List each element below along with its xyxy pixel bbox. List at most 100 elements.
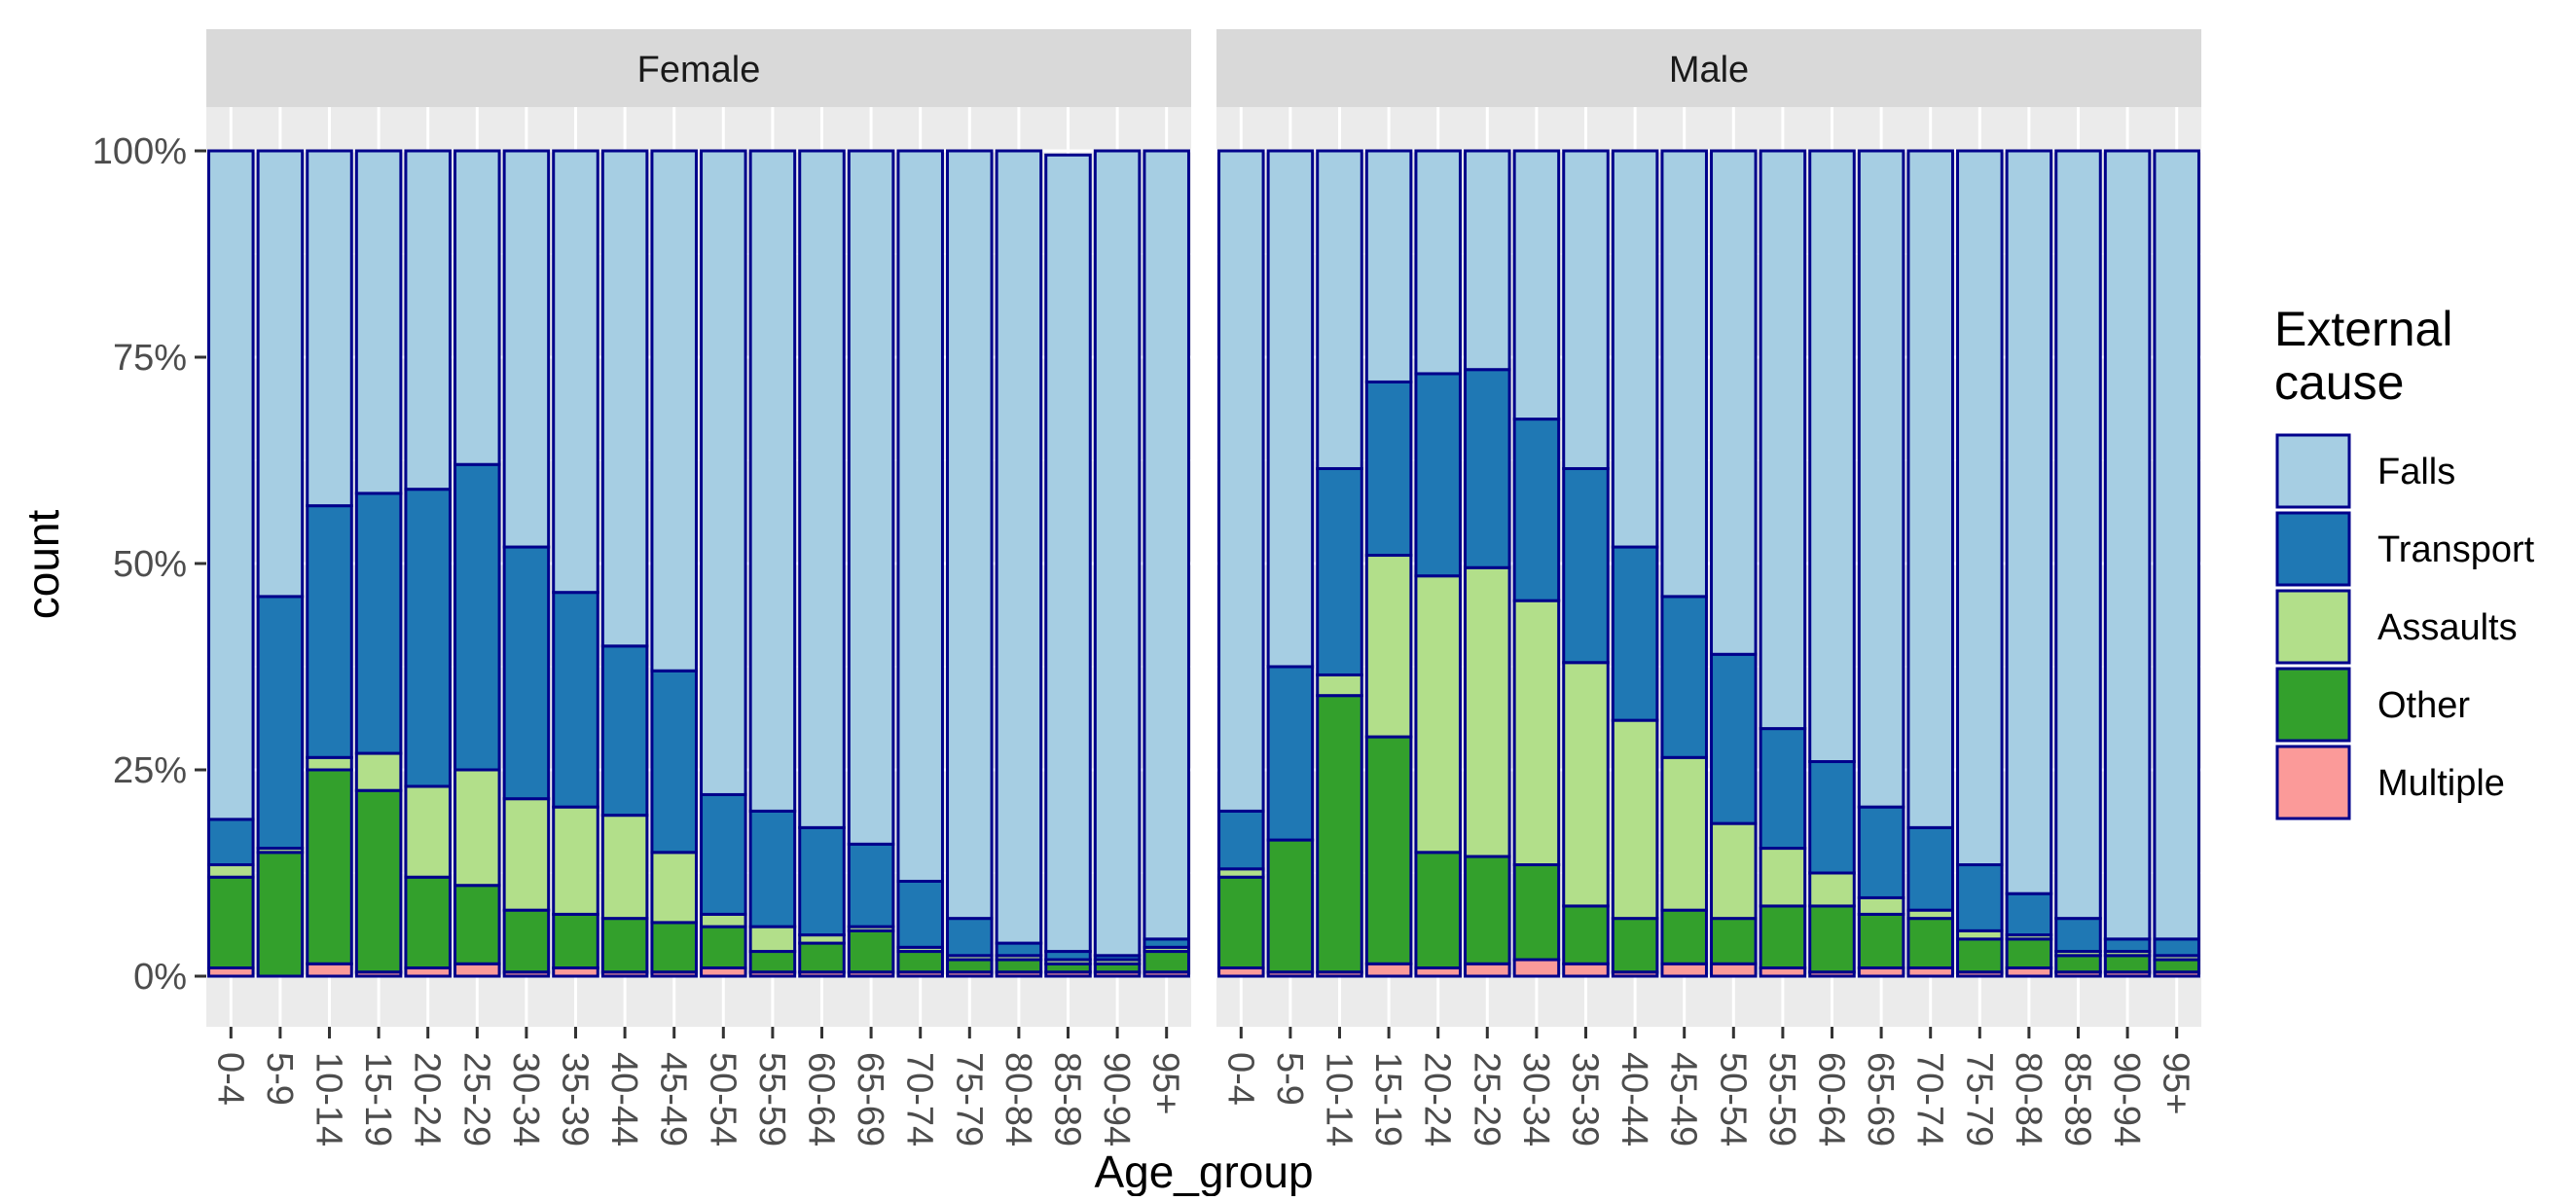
bar-segment-assaults-30-34 <box>502 797 551 912</box>
bar-segment-falls-90-94 <box>2103 149 2152 941</box>
x-tick-label: 15-19 <box>1367 1052 1408 1146</box>
bar-segment-multiple-35-39 <box>1562 962 1610 978</box>
bar-segment-falls-25-29 <box>454 149 501 466</box>
bar-segment-falls-55-59 <box>748 149 797 813</box>
bar-segment-multiple-25-29 <box>454 962 501 978</box>
bar-segment-falls-10-14 <box>1316 149 1363 470</box>
bar-segment-transport-85-89 <box>2054 917 2102 954</box>
x-tick-label: 50-54 <box>1712 1052 1753 1146</box>
x-tick-label: 40-44 <box>1614 1052 1654 1146</box>
panel-background <box>206 107 1191 1027</box>
bar-segment-other-55-59 <box>748 950 797 974</box>
bar-segment-multiple-10-14 <box>306 962 353 978</box>
bar-segment-other-45-49 <box>1660 908 1708 965</box>
bar-segment-other-30-34 <box>1512 863 1561 962</box>
bar-segment-assaults-40-44 <box>1611 718 1659 921</box>
bar-segment-falls-15-19 <box>1364 149 1413 383</box>
y-tick-label: 50% <box>113 544 187 585</box>
bar-segment-transport-10-14 <box>306 504 353 759</box>
x-tick-label: 75-79 <box>948 1052 989 1146</box>
bar-segment-other-0-4 <box>207 875 255 970</box>
bar-segment-falls-60-64 <box>798 149 846 829</box>
bar-segment-other-15-19 <box>354 788 403 974</box>
legend-swatch <box>2275 511 2351 587</box>
x-tick-label: 25-29 <box>1466 1052 1506 1146</box>
bar-segment-falls-5-9 <box>256 149 305 599</box>
x-axis-ticks: 0-4 5-9 10-14 15-19 20-24 25-29 30-34 35-39 40-4… <box>1219 1027 2196 1146</box>
bar-segment-transport-0-4 <box>207 818 255 867</box>
facet-strip-label: Male <box>1669 50 1749 91</box>
bar-segment-other-45-49 <box>650 921 698 974</box>
legend-item-transport: Transport <box>2275 511 2535 587</box>
bars <box>207 149 1190 978</box>
bar-segment-transport-25-29 <box>454 462 501 772</box>
bar-segment-multiple-25-29 <box>1464 962 1511 978</box>
bar-segment-falls-75-79 <box>1956 149 2004 867</box>
bar-segment-other-85-89 <box>2054 954 2102 974</box>
y-tick-label: 0% <box>133 957 187 998</box>
x-tick-label: 65-69 <box>1860 1052 1901 1146</box>
bar-segment-assaults-35-39 <box>552 805 599 916</box>
bar-segment-falls-70-74 <box>896 149 944 883</box>
bar-segment-falls-65-69 <box>1857 149 1905 809</box>
bar-segment-other-95+ <box>2153 958 2200 974</box>
bar-segment-transport-55-59 <box>1759 727 1807 851</box>
y-tick-label: 25% <box>113 750 187 791</box>
bar-segment-transport-90-94 <box>2103 937 2152 954</box>
y-tick-label: 100% <box>92 131 187 172</box>
bar-segment-multiple-50-54 <box>1710 962 1758 978</box>
bar-segment-multiple-30-34 <box>1512 958 1561 978</box>
bar-segment-transport-75-79 <box>1956 863 2004 932</box>
bar-segment-transport-45-49 <box>650 669 698 855</box>
bar-segment-other-20-24 <box>404 875 452 970</box>
bar-segment-falls-90-94 <box>1093 149 1142 958</box>
bar-segment-transport-60-64 <box>798 825 846 937</box>
bar-segment-transport-10-14 <box>1316 466 1363 676</box>
x-tick-label: 90-94 <box>2106 1052 2147 1146</box>
bar-segment-falls-5-9 <box>1266 149 1315 669</box>
legend-swatch <box>2275 589 2351 665</box>
axis-layer: count Age_group 0% 25% 50% 75% 100% <box>18 131 1314 1197</box>
bar-segment-assaults-55-59 <box>748 925 797 954</box>
bar-segment-falls-35-39 <box>552 149 599 595</box>
bar-segment-falls-65-69 <box>847 149 895 846</box>
legend-title: cause <box>2274 355 2404 410</box>
bar-segment-assaults-40-44 <box>600 814 649 921</box>
bar-segment-transport-40-44 <box>1611 545 1659 722</box>
bar-segment-transport-50-54 <box>700 792 747 916</box>
legend-item-falls: Falls <box>2275 433 2455 509</box>
bar-segment-assaults-45-49 <box>650 851 698 925</box>
bar-segment-other-65-69 <box>1857 912 1905 970</box>
bar-segment-transport-25-29 <box>1464 368 1511 569</box>
legend-swatch <box>2275 745 2351 820</box>
legend-label: Multiple <box>2377 763 2505 804</box>
bar-segment-other-80-84 <box>995 958 1043 974</box>
y-axis-title: count <box>18 510 68 620</box>
bar-segment-other-25-29 <box>1464 855 1511 965</box>
x-tick-label: 40-44 <box>603 1052 644 1146</box>
bar-segment-other-40-44 <box>1611 917 1659 974</box>
x-tick-label: 55-59 <box>1761 1052 1802 1146</box>
bar-segment-falls-0-4 <box>207 149 255 821</box>
x-tick-label: 35-39 <box>1565 1052 1606 1146</box>
bar-segment-falls-10-14 <box>306 149 353 508</box>
bar-segment-transport-55-59 <box>748 809 797 928</box>
bar-segment-assaults-55-59 <box>1759 847 1807 908</box>
x-tick-label: 30-34 <box>1515 1052 1556 1146</box>
bar-segment-falls-80-84 <box>2005 149 2053 895</box>
bar-segment-other-35-39 <box>1562 904 1610 965</box>
legend-label: Transport <box>2377 529 2535 570</box>
bar-segment-other-50-54 <box>700 925 747 970</box>
bar-segment-assaults-45-49 <box>1660 755 1708 912</box>
bar-segment-other-70-74 <box>1906 917 1954 970</box>
bar-segment-transport-75-79 <box>946 917 994 958</box>
bar-segment-transport-30-34 <box>1512 418 1561 602</box>
bar-segment-other-5-9 <box>1266 838 1315 974</box>
legend-swatch <box>2275 667 2351 743</box>
facet-panel-female: Female 0-4 5-9 10-14 15-19 20-24 25-29 30-34 35-… <box>206 29 1191 1146</box>
bar-segment-transport-15-19 <box>354 491 403 755</box>
bar-segment-other-65-69 <box>847 928 895 974</box>
bar-segment-falls-70-74 <box>1906 149 1954 829</box>
bar-segment-transport-65-69 <box>847 842 895 928</box>
